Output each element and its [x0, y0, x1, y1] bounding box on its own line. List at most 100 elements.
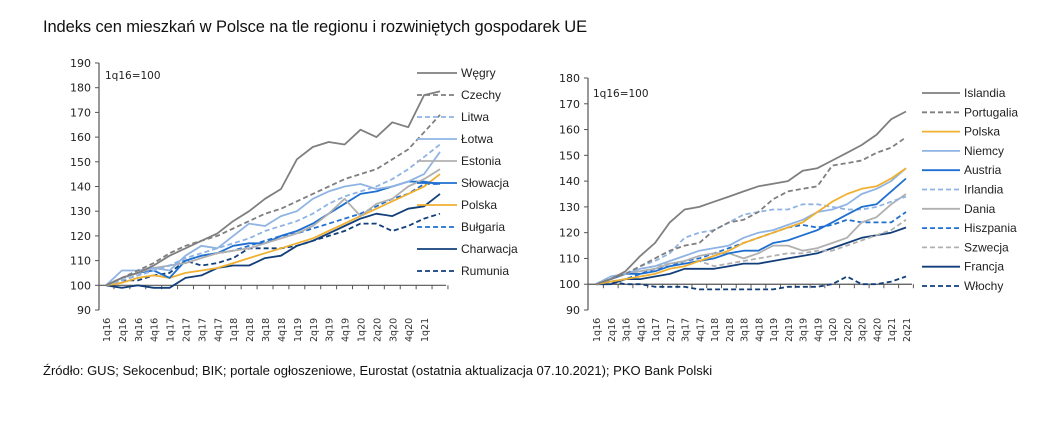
left-x-tick-label: 2q17	[182, 318, 193, 342]
left-x-tick-label: 1q17	[166, 318, 177, 342]
right-legend-label: Irlandia	[964, 183, 1004, 197]
right-x-tick-label: 4q16	[636, 318, 647, 342]
right-x-tick-label: 4q19	[813, 318, 824, 342]
left-x-tick-label: 2q16	[118, 318, 129, 342]
left-series-line-polska	[105, 173, 441, 287]
right-x-tick-label: 2q19	[784, 318, 795, 342]
right-y-tick-label: 170	[559, 98, 580, 111]
left-x-tick-label: 4q16	[150, 318, 161, 342]
left-x-tick-label: 1q20	[356, 318, 367, 342]
left-legend-label: Estonia	[461, 154, 501, 168]
left-x-tick-label: 2q19	[309, 318, 320, 342]
right-y-tick-label: 90	[566, 304, 580, 317]
right-legend-label: Portugalia	[964, 105, 1018, 119]
left-y-tick-label: 170	[70, 106, 91, 119]
left-x-tick-label: 1q21	[420, 318, 431, 342]
left-legend-label: Łotwa	[461, 132, 493, 146]
right-legend-label: Włochy	[964, 279, 1003, 293]
right-x-tick-label: 1q21	[887, 318, 898, 342]
right-series-line-irlandia	[595, 195, 907, 285]
right-x-tick-label: 2q18	[725, 318, 736, 342]
left-series-line-węgry	[105, 90, 441, 287]
left-y-tick-label: 110	[70, 255, 91, 268]
right-y-tick-label: 180	[559, 72, 580, 85]
left-series-line-litwa	[105, 143, 441, 287]
left-x-tick-label: 1q16	[102, 318, 113, 342]
left-y-tick-label: 140	[70, 181, 91, 194]
right-series-line-portugalia	[595, 136, 907, 286]
left-series-line-łotwa	[105, 151, 441, 286]
left-y-tick-label: 150	[70, 156, 91, 169]
left-series-line-estonia	[105, 168, 441, 287]
right-x-tick-label: 1q17	[651, 318, 662, 342]
right-y-tick-label: 120	[559, 227, 580, 240]
right-series-line-francja	[596, 226, 907, 286]
right-legend-label: Islandia	[964, 86, 1006, 100]
page-title: Indeks cen mieszkań w Polsce na tle regi…	[43, 18, 587, 36]
left-series-line-czechy	[105, 114, 441, 287]
right-series-line-dania	[595, 193, 907, 286]
left-y-tick-label: 120	[70, 230, 91, 243]
left-legend-label: Rumunia	[461, 264, 509, 278]
right-legend-label: Niemcy	[964, 144, 1004, 158]
left-y-tick-label: 100	[70, 279, 91, 292]
left-legend-label: Charwacja	[461, 242, 518, 256]
left-legend-label: Bułgaria	[461, 220, 505, 234]
right-x-tick-label: 3q16	[622, 318, 633, 342]
left-legend-label: Słowacja	[461, 176, 509, 190]
left-y-tick-label: 190	[70, 57, 91, 70]
right-y-tick-label: 110	[559, 252, 580, 265]
right-legend-label: Hiszpania	[964, 221, 1017, 235]
right-series-line-austria	[595, 177, 907, 286]
right-series-line-włochy	[595, 275, 907, 291]
right-legend-label: Polska	[964, 125, 1000, 139]
left-x-tick-label: 2q20	[372, 318, 383, 342]
right-series-line-szwecja	[595, 219, 907, 285]
right-x-tick-label: 3q19	[799, 318, 810, 342]
right-x-tick-label: 2q17	[666, 318, 677, 342]
right-y-tick-label: 160	[559, 124, 580, 137]
left-x-tick-label: 4q17	[213, 318, 224, 342]
right-x-tick-label: 3q18	[740, 318, 751, 342]
right-x-tick-label: 1q18	[710, 318, 721, 342]
left-legend-label: Węgry	[461, 66, 496, 80]
left-y-tick-label: 180	[70, 82, 91, 95]
right-x-tick-label: 4q17	[695, 318, 706, 342]
left-legend-label: Czechy	[461, 88, 501, 102]
left-x-tick-label: 3q17	[197, 318, 208, 342]
right-x-tick-label: 2q20	[843, 318, 854, 342]
right-y-tick-label: 140	[559, 175, 580, 188]
left-y-tick-label: 130	[70, 205, 91, 218]
left-legend-label: Litwa	[461, 110, 489, 124]
source-note: Źródło: GUS; Sekocenbud; BIK; portale og…	[43, 363, 713, 378]
left-y-tick-label: 160	[70, 131, 91, 144]
right-series-line-islandia	[595, 110, 907, 286]
right-x-tick-label: 3q17	[681, 318, 692, 342]
left-x-tick-label: 3q19	[325, 318, 336, 342]
right-y-tick-label: 130	[559, 201, 580, 214]
right-legend-label: Austria	[964, 163, 1002, 177]
right-y-tick-label: 100	[559, 278, 580, 291]
left-x-tick-label: 3q18	[261, 318, 272, 342]
left-x-tick-label: 1q19	[293, 318, 304, 342]
left-x-tick-label: 4q19	[341, 318, 352, 342]
left-base-annotation: 1q16=100	[105, 70, 161, 82]
left-x-tick-label: 3q20	[388, 318, 399, 342]
right-series-line-polska	[595, 167, 907, 286]
left-y-tick-label: 90	[77, 304, 91, 317]
left-x-tick-label: 1q18	[229, 318, 240, 342]
left-x-tick-label: 2q18	[245, 318, 256, 342]
right-x-tick-label: 1q20	[828, 318, 839, 342]
left-x-tick-label: 4q18	[277, 318, 288, 342]
left-series-line-słowacja	[105, 180, 441, 287]
right-x-tick-label: 4q18	[754, 318, 765, 342]
left-legend-label: Polska	[461, 198, 497, 212]
right-series-line-niemcy	[595, 167, 907, 285]
right-x-tick-label: 1q19	[769, 318, 780, 342]
right-legend-label: Dania	[964, 202, 996, 216]
right-x-tick-label: 1q16	[592, 318, 603, 342]
right-x-tick-label: 3q20	[858, 318, 869, 342]
right-x-tick-label: 2q21	[902, 318, 913, 342]
